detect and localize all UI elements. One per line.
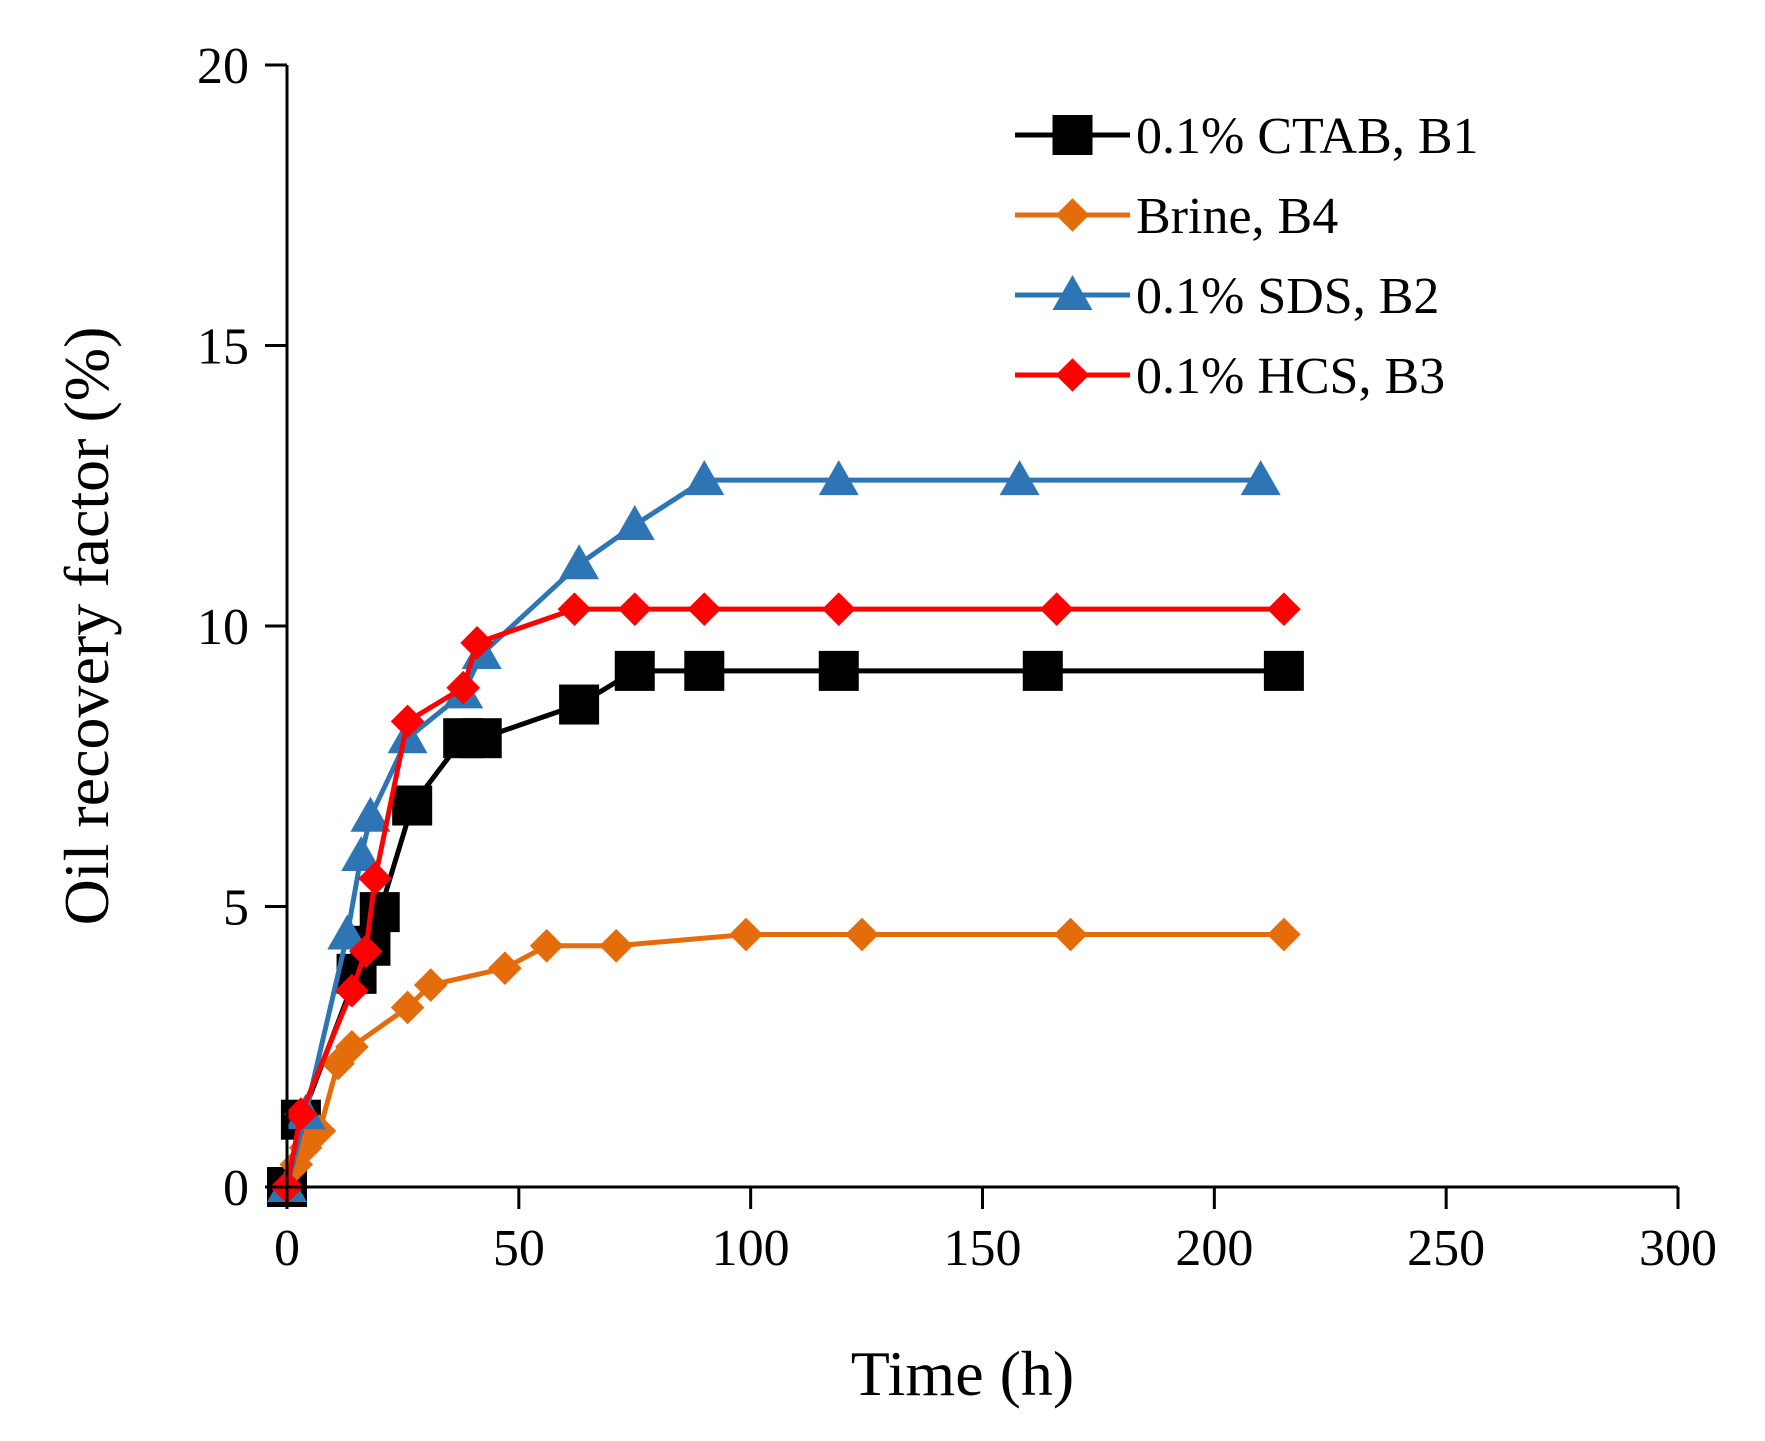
data-point (529, 928, 564, 963)
data-point (684, 460, 725, 496)
series-line (284, 606, 1284, 1188)
data-point (1039, 592, 1074, 626)
data-point (818, 460, 859, 496)
legend-marker (1055, 198, 1090, 232)
x-tick-label: 100 (712, 1220, 790, 1277)
data-point (413, 968, 448, 1002)
data-point (1267, 917, 1301, 952)
x-tick-label: 0 (274, 1220, 300, 1277)
data-point (821, 592, 856, 626)
data-point (845, 917, 879, 952)
data-point (999, 460, 1040, 496)
series-0 (267, 650, 1304, 1207)
data-point (335, 1029, 369, 1064)
x-tick-label: 150 (944, 1220, 1022, 1277)
data-point (617, 592, 652, 626)
data-point (392, 785, 433, 826)
x-tick-label: 300 (1639, 1220, 1717, 1277)
data-point (614, 650, 655, 691)
y-tick-label: 5 (223, 880, 249, 937)
data-point (729, 917, 763, 952)
legend-label: 0.1% HCS, B3 (1136, 348, 1445, 405)
data-point (1263, 650, 1304, 691)
x-tick-label: 200 (1175, 1220, 1253, 1277)
series-line (284, 668, 1284, 1188)
legend-marker (1052, 115, 1093, 155)
legend-entry: 0.1% HCS, B3 (1015, 348, 1445, 405)
legend-marker (1052, 275, 1093, 310)
data-point (599, 928, 634, 963)
y-tick-label: 10 (197, 599, 249, 656)
series-line (284, 932, 1284, 1188)
data-point (818, 650, 859, 691)
data-point (460, 626, 494, 660)
data-point (446, 670, 480, 705)
x-tick-label: 250 (1407, 1220, 1485, 1277)
legend-entry: 0.1% SDS, B2 (1015, 268, 1439, 325)
series-2 (267, 460, 1281, 1202)
data-point (327, 914, 368, 950)
data-point (488, 951, 522, 986)
data-point (687, 592, 722, 626)
data-point (1240, 460, 1281, 496)
legend-entry: Brine, B4 (1015, 188, 1338, 245)
y-tick-label: 0 (223, 1160, 249, 1217)
data-point (559, 684, 600, 725)
data-point (350, 796, 391, 832)
data-point (684, 650, 725, 691)
data-point (284, 1097, 318, 1131)
series-line (284, 477, 1261, 1188)
data-point (335, 973, 369, 1008)
data-point (557, 592, 592, 626)
data-point (614, 505, 655, 541)
data-point (559, 544, 600, 580)
data-point (1053, 917, 1088, 952)
data-point (390, 990, 425, 1025)
legend-label: 0.1% SDS, B2 (1136, 268, 1439, 325)
x-axis-title: Time (h) (851, 1338, 1074, 1409)
data-point (1022, 650, 1063, 691)
series-layer (267, 460, 1304, 1207)
x-tick-label: 50 (493, 1220, 545, 1277)
data-point (358, 861, 392, 896)
legend-marker (1055, 358, 1090, 392)
series-1 (270, 917, 1301, 1204)
legend-entry: 0.1% CTAB, B1 (1015, 108, 1479, 165)
data-point (359, 892, 400, 933)
data-point (390, 704, 425, 739)
legend: 0.1% CTAB, B1 Brine, B4 0.1% SDS, B2 0.1% H… (1015, 108, 1479, 405)
legend-label: Brine, B4 (1136, 188, 1338, 245)
y-axis-title: Oil recovery factor (%) (51, 327, 122, 926)
legend-label: 0.1% CTAB, B1 (1136, 108, 1479, 165)
series-3 (270, 592, 1301, 1204)
data-point (1267, 592, 1301, 626)
y-tick-label: 20 (197, 38, 249, 95)
data-point (461, 718, 502, 759)
data-point (341, 836, 382, 872)
data-point (349, 934, 383, 969)
y-tick-label: 15 (197, 319, 249, 376)
